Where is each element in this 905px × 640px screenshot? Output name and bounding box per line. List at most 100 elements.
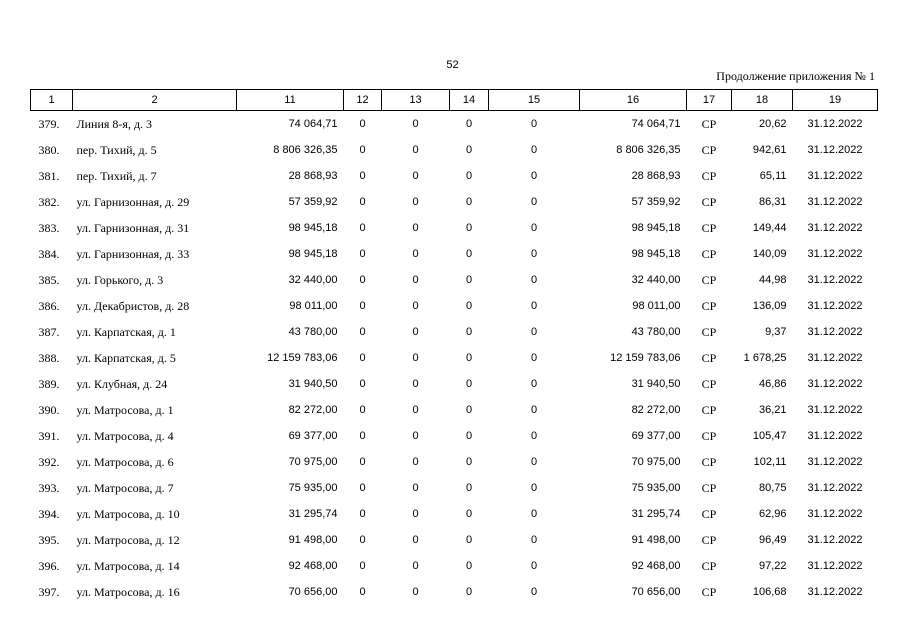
table-row: 387. ул. Карпатская, д. 1 43 780,00 0 0 0 0 43 … xyxy=(31,319,878,345)
cell-col-18: 20,62 xyxy=(758,118,787,130)
address-cell: ул. Клубная, д. 24 xyxy=(76,376,168,391)
column-header: 14 xyxy=(449,89,489,111)
cell-col-13: 0 xyxy=(412,378,419,390)
page-number: 52 xyxy=(446,59,459,71)
cell-col-13: 0 xyxy=(412,300,419,312)
cell-col-19: 31.12.2022 xyxy=(807,222,863,234)
cell-col-17: СР xyxy=(701,350,717,365)
cell-col-16: 70 656,00 xyxy=(631,586,681,598)
cell-col-17: СР xyxy=(701,298,717,313)
cell-col-15: 0 xyxy=(530,274,538,286)
address-cell: ул. Матросова, д. 6 xyxy=(76,454,174,469)
cell-col-19: 31.12.2022 xyxy=(807,560,863,572)
cell-col-19: 31.12.2022 xyxy=(807,482,863,494)
cell-col-14: 0 xyxy=(465,222,473,234)
cell-col-19: 31.12.2022 xyxy=(807,144,863,156)
cell-col-15: 0 xyxy=(530,118,538,130)
table-row: 384. ул. Гарнизонная, д. 33 98 945,18 0 0 0 0 9… xyxy=(31,241,878,267)
cell-col-16: 74 064,71 xyxy=(631,118,681,130)
cell-col-16: 28 868,93 xyxy=(631,170,681,182)
address-cell: ул. Гарнизонная, д. 33 xyxy=(76,246,190,261)
table-row: 389. ул. Клубная, д. 24 31 940,50 0 0 0 0 31 94… xyxy=(31,371,878,397)
cell-col-17: СР xyxy=(701,480,717,495)
cell-col-13: 0 xyxy=(412,482,419,494)
cell-col-12: 0 xyxy=(359,248,366,260)
cell-col-16: 92 468,00 xyxy=(631,560,681,572)
cell-col-17: СР xyxy=(701,454,717,469)
table-row: 382. ул. Гарнизонная, д. 29 57 359,92 0 0 0 0 5… xyxy=(31,189,878,215)
cell-col-14: 0 xyxy=(465,560,473,572)
cell-col-11: 91 498,00 xyxy=(288,534,338,546)
cell-col-12: 0 xyxy=(359,170,366,182)
column-header: 18 xyxy=(731,89,793,111)
cell-col-13: 0 xyxy=(412,196,419,208)
cell-col-19: 31.12.2022 xyxy=(807,430,863,442)
cell-col-19: 31.12.2022 xyxy=(807,196,863,208)
cell-col-18: 80,75 xyxy=(758,482,787,494)
address-cell: ул. Матросова, д. 4 xyxy=(76,428,174,443)
row-number: 396. xyxy=(38,558,60,573)
table-row: 379. Линия 8-я, д. 3 74 064,71 0 0 0 0 74 064,7… xyxy=(31,111,878,138)
cell-col-19: 31.12.2022 xyxy=(807,274,863,286)
cell-col-12: 0 xyxy=(359,196,366,208)
cell-col-16: 98 945,18 xyxy=(631,248,681,260)
address-cell: ул. Карпатская, д. 5 xyxy=(76,350,176,365)
continuation-note: Продолжение приложения № 1 xyxy=(716,69,875,83)
cell-col-19: 31.12.2022 xyxy=(807,326,863,338)
address-cell: ул. Матросова, д. 10 xyxy=(76,506,180,521)
cell-col-13: 0 xyxy=(412,248,419,260)
cell-col-18: 86,31 xyxy=(758,196,787,208)
cell-col-15: 0 xyxy=(530,534,538,546)
row-number: 385. xyxy=(38,272,60,287)
cell-col-11: 57 359,92 xyxy=(288,196,338,208)
table-row: 383. ул. Гарнизонная, д. 31 98 945,18 0 0 0 0 9… xyxy=(31,215,878,241)
cell-col-19: 31.12.2022 xyxy=(807,534,863,546)
row-number: 380. xyxy=(38,142,60,157)
row-number: 392. xyxy=(38,454,60,469)
row-number: 386. xyxy=(38,298,60,313)
cell-col-18: 96,49 xyxy=(758,534,787,546)
row-number: 379. xyxy=(38,116,60,131)
cell-col-14: 0 xyxy=(465,456,473,468)
cell-col-11: 70 975,00 xyxy=(288,456,338,468)
row-number: 394. xyxy=(38,506,60,521)
cell-col-17: СР xyxy=(701,428,717,443)
cell-col-12: 0 xyxy=(359,118,366,130)
cell-col-11: 32 440,00 xyxy=(288,274,338,286)
cell-col-15: 0 xyxy=(530,508,538,520)
cell-col-12: 0 xyxy=(359,300,366,312)
cell-col-18: 102,11 xyxy=(753,456,787,468)
cell-col-11: 82 272,00 xyxy=(288,404,338,416)
column-header: 15 xyxy=(488,89,580,111)
cell-col-19: 31.12.2022 xyxy=(807,300,863,312)
address-cell: пер. Тихий, д. 5 xyxy=(76,142,157,157)
cell-col-11: 70 656,00 xyxy=(288,586,338,598)
table-row: 388. ул. Карпатская, д. 5 12 159 783,06 0 0 0… xyxy=(31,345,878,371)
row-number: 382. xyxy=(38,194,60,209)
column-header: 1 xyxy=(30,89,73,111)
column-header: 19 xyxy=(792,89,878,111)
table-row: 393. ул. Матросова, д. 7 75 935,00 0 0 0 0 75 9… xyxy=(31,475,878,501)
row-number: 390. xyxy=(38,402,60,417)
address-cell: ул. Матросова, д. 12 xyxy=(76,532,180,547)
cell-col-17: СР xyxy=(701,168,717,183)
cell-col-12: 0 xyxy=(359,378,366,390)
row-number: 388. xyxy=(38,350,60,365)
table-row: 385. ул. Горького, д. 3 32 440,00 0 0 0 0 32 44… xyxy=(31,267,878,293)
table-row: 391. ул. Матросова, д. 4 69 377,00 0 0 0 0 69 3… xyxy=(31,423,878,449)
address-cell: ул. Гарнизонная, д. 31 xyxy=(76,220,190,235)
cell-col-11: 31 940,50 xyxy=(288,378,338,390)
cell-col-13: 0 xyxy=(412,144,419,156)
cell-col-15: 0 xyxy=(530,144,538,156)
cell-col-16: 43 780,00 xyxy=(631,326,681,338)
cell-col-14: 0 xyxy=(465,482,473,494)
cell-col-18: 942,61 xyxy=(752,144,787,156)
cell-col-12: 0 xyxy=(359,560,366,572)
cell-col-13: 0 xyxy=(412,586,419,598)
cell-col-15: 0 xyxy=(530,430,538,442)
cell-col-12: 0 xyxy=(359,352,366,364)
cell-col-14: 0 xyxy=(465,144,473,156)
cell-col-14: 0 xyxy=(465,248,473,260)
table-row: 381. пер. Тихий, д. 7 28 868,93 0 0 0 0 28 868,… xyxy=(31,163,878,189)
address-cell: ул. Горького, д. 3 xyxy=(76,272,164,287)
